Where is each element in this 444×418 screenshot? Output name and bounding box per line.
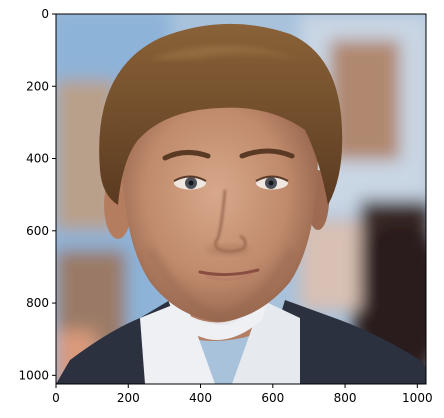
x-tick-label: 0 (52, 391, 60, 405)
x-axis: 0 200 400 600 800 1000 (52, 384, 433, 405)
eyes (173, 175, 289, 190)
y-tick-label: 200 (26, 79, 49, 93)
face (122, 88, 318, 322)
x-tick-label: 600 (261, 391, 284, 405)
x-tick-label: 1000 (402, 391, 433, 405)
portrait-photo (56, 14, 426, 384)
x-tick-label: 800 (334, 391, 357, 405)
y-tick-label: 800 (26, 296, 49, 310)
y-tick-label: 400 (26, 152, 49, 166)
y-axis: 0 200 400 600 800 1000 (18, 7, 56, 382)
x-tick-label: 400 (189, 391, 212, 405)
y-tick-label: 1000 (18, 368, 49, 382)
y-tick-label: 600 (26, 224, 49, 238)
x-tick-label: 200 (117, 391, 140, 405)
axes-frame (55, 13, 427, 385)
y-tick-label: 0 (41, 7, 49, 21)
hair (99, 23, 343, 205)
